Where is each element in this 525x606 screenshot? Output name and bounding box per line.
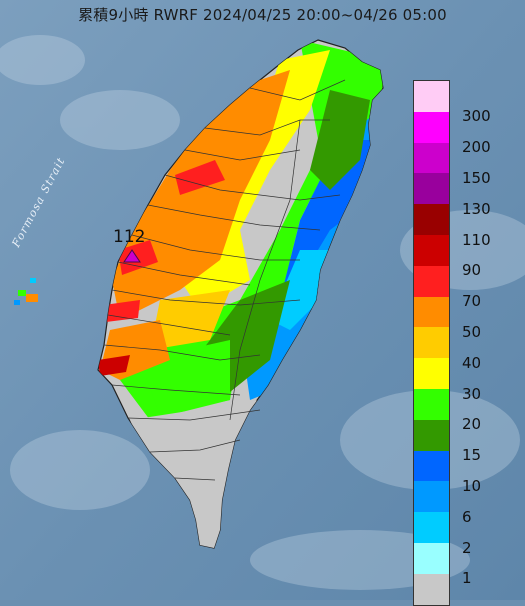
legend-swatch — [414, 111, 449, 143]
legend-swatch — [414, 358, 449, 389]
legend-label: 40 — [462, 353, 482, 372]
legend-label: 200 — [462, 138, 491, 157]
legend-swatch — [414, 173, 449, 205]
legend-swatch — [414, 450, 449, 482]
legend-swatch — [414, 512, 449, 543]
legend-swatch — [414, 296, 449, 328]
legend-label: 110 — [462, 230, 491, 249]
legend-swatch — [414, 234, 449, 266]
legend-swatch — [414, 204, 449, 235]
legend-swatch — [414, 542, 449, 574]
legend-swatch — [414, 265, 449, 297]
legend-label: 50 — [462, 323, 482, 341]
map-title: 累積9小時 RWRF 2024/04/25 20:00~04/26 05:00 — [78, 6, 447, 24]
color-legend — [413, 80, 450, 606]
legend-label: 30 — [462, 384, 482, 403]
legend-swatch — [414, 327, 449, 359]
legend-label: 1 — [462, 569, 472, 588]
legend-label: 70 — [462, 292, 482, 311]
legend-swatch — [414, 81, 449, 112]
legend-label: 2 — [462, 538, 472, 557]
boundary-lines — [103, 79, 346, 481]
legend-label: 130 — [462, 199, 491, 218]
max-rainfall-marker-icon — [123, 249, 141, 263]
legend-label: 20 — [462, 415, 482, 434]
legend-swatch — [414, 142, 449, 174]
legend-label: 6 — [462, 507, 472, 526]
legend-swatch — [414, 481, 449, 513]
rainfall-overlay — [98, 40, 383, 548]
legend-swatch — [414, 573, 449, 605]
legend-label: 10 — [462, 477, 482, 495]
max-rainfall-label: 112 — [113, 227, 146, 247]
legend-label: 150 — [462, 169, 491, 187]
legend-swatch — [414, 388, 449, 420]
penghu-islands — [14, 278, 38, 305]
legend-label: 15 — [462, 446, 482, 465]
legend-label: 300 — [462, 107, 491, 126]
legend-label: 90 — [462, 261, 482, 280]
legend-swatch — [414, 419, 449, 451]
